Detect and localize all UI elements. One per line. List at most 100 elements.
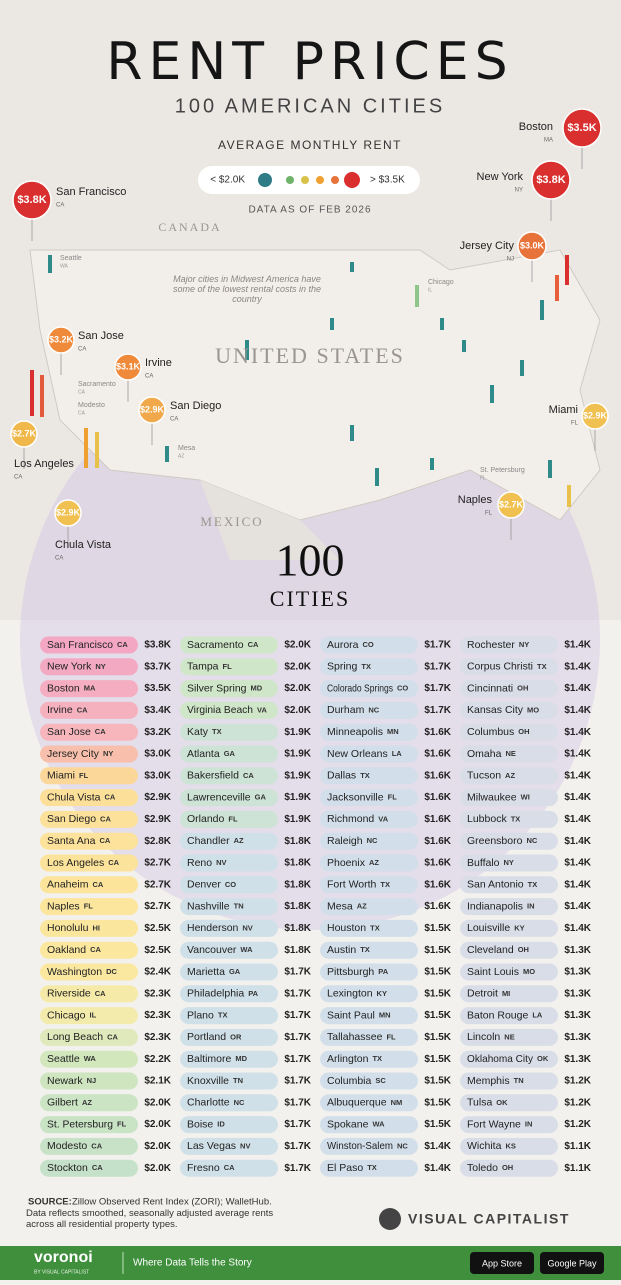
- small-state: FL: [480, 475, 486, 481]
- legend-high: > $3.5K: [370, 175, 405, 186]
- rent: $1.6K: [424, 836, 451, 847]
- city-name: St. Petersburg: [47, 1118, 113, 1130]
- app-store-badge[interactable]: [470, 1252, 534, 1274]
- city-pill: [40, 854, 138, 872]
- rent: $1.5K: [424, 945, 451, 956]
- city-pill: [460, 767, 558, 785]
- city-pill: [320, 1050, 418, 1068]
- state: PA: [378, 967, 388, 976]
- rent: $1.6K: [424, 879, 451, 890]
- footer-tagline: Where Data Tells the Story: [133, 1258, 252, 1269]
- rent: $1.4K: [564, 901, 591, 912]
- state: LA: [532, 1011, 543, 1020]
- rent: $1.4K: [424, 1141, 451, 1152]
- app-store-text[interactable]: App Store: [482, 1258, 522, 1268]
- callout-city: Jersey City: [460, 240, 515, 252]
- state: CA: [105, 793, 116, 802]
- callout-balloon: [517, 231, 547, 261]
- city-name: Tulsa: [467, 1097, 492, 1109]
- city-name: Lincoln: [467, 1031, 500, 1043]
- city-name: Tallahassee: [327, 1031, 383, 1043]
- city-pill: [180, 876, 278, 894]
- state: NE: [505, 749, 515, 758]
- callout-value: $2.9K: [583, 410, 608, 420]
- rent: $1.4K: [564, 858, 591, 869]
- callout-city: Chula Vista: [55, 539, 112, 551]
- annotation-box: Major cities in Midwest America have som…: [173, 274, 321, 304]
- city-pill: [460, 1116, 558, 1134]
- callout-value: $2.7K: [12, 428, 37, 438]
- state: TN: [233, 1076, 243, 1085]
- city-name: Cleveland: [467, 944, 514, 956]
- city-name: Saint Paul: [327, 1009, 375, 1021]
- state: NV: [242, 923, 252, 932]
- state: MN: [387, 727, 399, 736]
- callout-city: San Francisco: [56, 186, 126, 198]
- city-pill: [40, 1028, 138, 1046]
- city-name: Buffalo: [467, 857, 500, 869]
- rent: $1.2K: [564, 1119, 591, 1130]
- rent: $2.5K: [144, 945, 171, 956]
- city-pill: [320, 701, 418, 719]
- city-name: Los Angeles: [47, 857, 104, 869]
- city-pill: [40, 636, 138, 654]
- city-name: San Francisco: [47, 639, 113, 651]
- state: MO: [527, 705, 539, 714]
- city-pill: [320, 1159, 418, 1177]
- callout-state: CA: [56, 203, 64, 209]
- google-play-badge[interactable]: [540, 1252, 604, 1274]
- city-name: Philadelphia: [187, 988, 244, 1000]
- city-name: New Orleans: [327, 748, 388, 760]
- city-name: Omaha: [467, 748, 502, 760]
- state: CA: [91, 1141, 102, 1150]
- rent: $1.3K: [564, 945, 591, 956]
- rent: $1.5K: [424, 967, 451, 978]
- google-play-text[interactable]: Google Play: [547, 1258, 597, 1268]
- city-name: Albuquerque: [327, 1097, 387, 1109]
- source-note: Data reflects smoothed, seasonally adjus…: [26, 1208, 274, 1230]
- city-name: Washington: [47, 966, 102, 978]
- rent: $2.9K: [144, 814, 171, 825]
- state: TX: [212, 727, 222, 736]
- state: NC: [526, 836, 537, 845]
- rent: $1.1K: [564, 1163, 591, 1174]
- rent: $1.4K: [564, 749, 591, 760]
- city-pill: [460, 1094, 558, 1112]
- state: CO: [363, 640, 374, 649]
- city-name: Virginia Beach: [187, 704, 253, 716]
- rent: $1.4K: [564, 792, 591, 803]
- rent: $1.5K: [424, 923, 451, 934]
- city-pill: [40, 898, 138, 916]
- small-state: CA: [78, 410, 86, 416]
- state: MD: [235, 1054, 247, 1063]
- city-pill: [180, 745, 278, 763]
- city-name: Columbia: [327, 1075, 372, 1087]
- city-pill: [180, 919, 278, 937]
- city-name: Baltimore: [187, 1053, 232, 1065]
- state: SC: [375, 1076, 386, 1085]
- callout-balloon: [531, 160, 571, 200]
- city-name: Modesto: [47, 1140, 87, 1152]
- city-pill: [180, 898, 278, 916]
- rent: $1.6K: [424, 901, 451, 912]
- small-city: Chicago: [428, 279, 454, 286]
- state: NM: [391, 1098, 403, 1107]
- rent: $2.8K: [144, 836, 171, 847]
- city-name: Mesa: [327, 900, 353, 912]
- state: ID: [217, 1120, 225, 1129]
- rent: $1.6K: [424, 770, 451, 781]
- city-name: San Antonio: [467, 879, 524, 891]
- callout-city: San Jose: [78, 330, 124, 342]
- city-pill: [320, 1116, 418, 1134]
- legend-title: AVERAGE MONTHLY RENT: [218, 138, 402, 152]
- city-name: Rochester: [467, 639, 515, 651]
- rent: $1.3K: [564, 1032, 591, 1043]
- rent: $3.5K: [144, 683, 171, 694]
- city-name: San Jose: [47, 726, 91, 738]
- state: MN: [379, 1011, 391, 1020]
- source-label: SOURCE:: [28, 1197, 72, 1208]
- city-pill: [320, 1094, 418, 1112]
- rent: $2.7K: [144, 858, 171, 869]
- city-name: Orlando: [187, 813, 225, 825]
